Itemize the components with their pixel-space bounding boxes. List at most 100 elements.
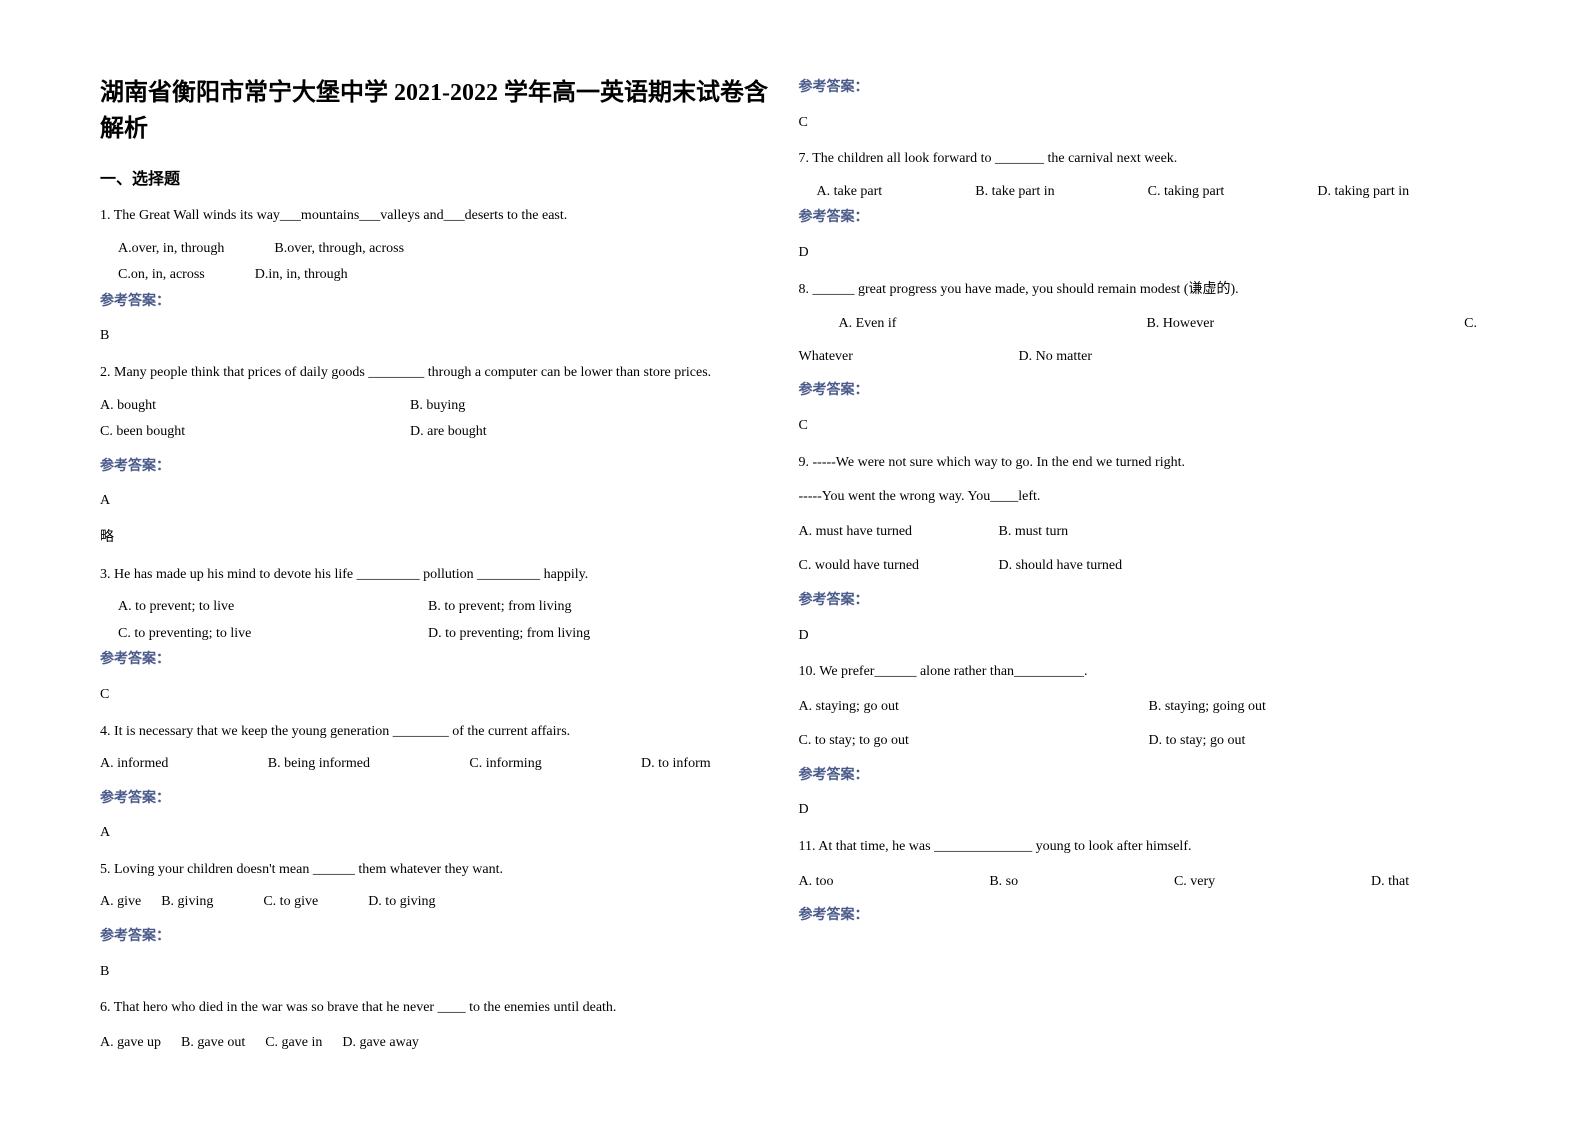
- q1-answer-label: 参考答案：: [100, 289, 779, 316]
- q11-stem: 11. At that time, he was ______________ …: [799, 834, 1478, 861]
- q9-optB: B. must turn: [999, 519, 1069, 546]
- q10-optC: C. to stay; to go out: [799, 728, 1149, 755]
- q2-optA: A. bought: [100, 393, 410, 420]
- q1-optA: A.over, in, through: [118, 236, 224, 263]
- q8-optC-prefix: C.: [1464, 311, 1477, 338]
- q5-optC: C. to give: [263, 889, 318, 916]
- q11-options: A. too B. so C. very D. that: [799, 869, 1410, 896]
- q7-answer: D: [799, 240, 1478, 267]
- q6-optD: D. gave away: [342, 1030, 419, 1057]
- q8-answer-label: 参考答案：: [799, 378, 1478, 405]
- q6-answer-label: 参考答案：: [799, 75, 1478, 102]
- q4-optB: B. being informed: [268, 751, 370, 778]
- q6-stem: 6. That hero who died in the war was so …: [100, 995, 779, 1022]
- q11-optC: C. very: [1174, 869, 1215, 896]
- q3-options-row1: A. to prevent; to live B. to prevent; fr…: [100, 594, 779, 621]
- q8-optB: B. However: [1146, 311, 1214, 338]
- q1-options-row2: C.on, in, across D.in, in, through: [100, 262, 779, 289]
- q5-optD: D. to giving: [368, 889, 435, 916]
- q10-answer-label: 参考答案：: [799, 763, 1478, 790]
- q11-optB: B. so: [989, 869, 1018, 896]
- q2-optB: B. buying: [410, 393, 465, 420]
- q7-optD: D. taking part in: [1317, 179, 1409, 206]
- q1-options-row1: A.over, in, through B.over, through, acr…: [100, 236, 779, 263]
- q4-stem: 4. It is necessary that we keep the youn…: [100, 719, 779, 746]
- q2-answer: A: [100, 488, 779, 515]
- q3-optC: C. to preventing; to live: [118, 621, 428, 648]
- page-title: 湖南省衡阳市常宁大堡中学 2021-2022 学年高一英语期末试卷含解析: [100, 75, 779, 147]
- q4-answer: A: [100, 820, 779, 847]
- q7-answer-label: 参考答案：: [799, 205, 1478, 232]
- q3-answer-label: 参考答案：: [100, 647, 779, 674]
- q3-stem: 3. He has made up his mind to devote his…: [100, 562, 779, 589]
- q8-options: A. Even if B. However C.: [799, 311, 1478, 338]
- q5-optB: B. giving: [161, 889, 213, 916]
- q7-stem: 7. The children all look forward to ____…: [799, 146, 1478, 173]
- q9-optD: D. should have turned: [999, 553, 1123, 580]
- q5-options: A. give B. giving C. to give D. to givin…: [100, 889, 779, 916]
- q4-optA: A. informed: [100, 751, 168, 778]
- q5-answer: B: [100, 959, 779, 986]
- q10-options-row2: C. to stay; to go out D. to stay; go out: [799, 728, 1478, 755]
- q11-answer-label: 参考答案：: [799, 903, 1478, 930]
- q9-options-row1: A. must have turned B. must turn: [799, 519, 1478, 546]
- q8-optD: D. No matter: [1019, 344, 1092, 371]
- q9-optA: A. must have turned: [799, 519, 999, 546]
- q7-optC: C. taking part: [1148, 179, 1225, 206]
- q6-optC: C. gave in: [265, 1030, 322, 1057]
- q3-optD: D. to preventing; from living: [428, 621, 590, 648]
- q2-optC: C. been bought: [100, 419, 410, 446]
- q1-optC: C.on, in, across: [118, 262, 205, 289]
- q1-optB: B.over, through, across: [274, 236, 404, 263]
- q3-answer: C: [100, 682, 779, 709]
- q2-extra: 略: [100, 525, 779, 552]
- q9-stem2: -----You went the wrong way. You____left…: [799, 484, 1478, 511]
- q8-stem: 8. ______ great progress you have made, …: [799, 277, 1478, 304]
- q7-optB: B. take part in: [975, 179, 1054, 206]
- q4-options: A. informed B. being informed C. informi…: [100, 751, 711, 778]
- q1-optD: D.in, in, through: [255, 262, 348, 289]
- q2-answer-label: 参考答案：: [100, 454, 779, 481]
- q9-options-row2: C. would have turned D. should have turn…: [799, 553, 1478, 580]
- q3-optA: A. to prevent; to live: [118, 594, 428, 621]
- q2-options-row1: A. bought B. buying: [100, 393, 779, 420]
- q8-optA: A. Even if: [799, 311, 897, 338]
- q10-answer: D: [799, 797, 1478, 824]
- q3-optB: B. to prevent; from living: [428, 594, 571, 621]
- q5-optA: A. give: [100, 889, 141, 916]
- q8-answer: C: [799, 413, 1478, 440]
- q11-optA: A. too: [799, 869, 834, 896]
- q6-optB: B. gave out: [181, 1030, 245, 1057]
- q2-options-row2: C. been bought D. are bought: [100, 419, 779, 446]
- q9-answer-label: 参考答案：: [799, 588, 1478, 615]
- left-column: 湖南省衡阳市常宁大堡中学 2021-2022 学年高一英语期末试卷含解析 一、选…: [100, 75, 799, 1072]
- q6-options: A. gave up B. gave out C. gave in D. gav…: [100, 1030, 779, 1057]
- q7-optA: A. take part: [817, 179, 883, 206]
- q1-answer: B: [100, 323, 779, 350]
- q1-stem: 1. The Great Wall winds its way___mounta…: [100, 203, 779, 230]
- q5-answer-label: 参考答案：: [100, 924, 779, 951]
- q6-optA: A. gave up: [100, 1030, 161, 1057]
- q4-answer-label: 参考答案：: [100, 786, 779, 813]
- q6-answer: C: [799, 110, 1478, 137]
- q4-optC: C. informing: [469, 751, 541, 778]
- section-header: 一、选择题: [100, 165, 779, 189]
- q3-options-row2: C. to preventing; to live D. to preventi…: [100, 621, 779, 648]
- q10-options-row1: A. staying; go out B. staying; going out: [799, 694, 1478, 721]
- q9-optC: C. would have turned: [799, 553, 999, 580]
- q11-optD: D. that: [1371, 869, 1409, 896]
- q2-optD: D. are bought: [410, 419, 487, 446]
- q8-optC-text: Whatever: [799, 344, 1019, 371]
- q10-stem: 10. We prefer______ alone rather than___…: [799, 659, 1478, 686]
- q4-optD: D. to inform: [641, 751, 711, 778]
- q9-stem1: 9. -----We were not sure which way to go…: [799, 450, 1478, 477]
- q8-options-line2: Whatever D. No matter: [799, 344, 1478, 371]
- q10-optB: B. staying; going out: [1149, 694, 1266, 721]
- q5-stem: 5. Loving your children doesn't mean ___…: [100, 857, 779, 884]
- q10-optD: D. to stay; go out: [1149, 728, 1246, 755]
- q2-stem: 2. Many people think that prices of dail…: [100, 360, 779, 387]
- q9-answer: D: [799, 623, 1478, 650]
- q10-optA: A. staying; go out: [799, 694, 1149, 721]
- q7-options: A. take part B. take part in C. taking p…: [799, 179, 1410, 206]
- right-column: 参考答案： C 7. The children all look forward…: [799, 75, 1498, 1072]
